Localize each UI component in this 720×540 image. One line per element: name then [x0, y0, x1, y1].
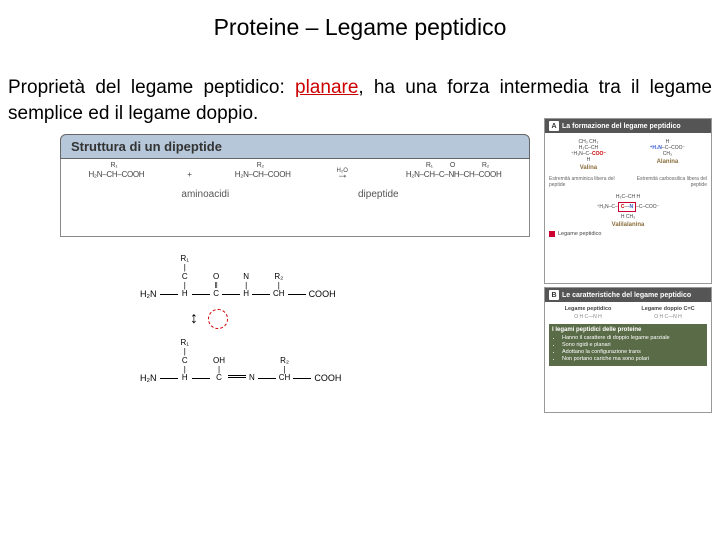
panel-a-body: CH₃ CH₃ H₃C–CH ⁺H₃N–C–COO⁻ H Valina H ⁺H… — [545, 133, 711, 283]
resonance-bottom: H₂N R₁|C|H OH|C N R₂|CH COOH — [140, 339, 530, 383]
red-square-icon — [549, 231, 555, 237]
badge-a: A — [549, 121, 559, 131]
resonance-structures: H₂N R₁|C|H O‖C N|H R₂|CH COOH ↕ H₂N R₁|C… — [60, 255, 530, 383]
panel-b-body: Legame peptidico O H C—N H Legame doppio… — [545, 302, 711, 412]
aa1: R₁ H₂N–CH–COOH — [88, 170, 144, 179]
subtitle-highlight: planare — [295, 77, 358, 98]
badge-b: B — [549, 290, 559, 300]
reaction-equation: R₁ H₂N–CH–COOH + R₂ H₂N–CH–COOH →H₂O R₁ … — [67, 167, 523, 181]
arrow-icon: →H₂O — [337, 167, 360, 181]
combined-peptide: H₃C–CH H ⁺H₃N–C–C—N–C–COO⁻ H CH₃ Valilal… — [549, 194, 707, 228]
resonance-top: H₂N R₁|C|H O‖C N|H R₂|CH COOH — [140, 255, 530, 299]
panel-b: B Le caratteristiche del legame peptidic… — [544, 287, 712, 413]
footer-item: Hanno il carattere di doppio legame parz… — [562, 335, 704, 341]
panel-b-col1: Legame peptidico O H C—N H — [550, 306, 626, 320]
footer-item: Adottano la configurazione trans — [562, 349, 704, 355]
page-title: Proteine – Legame peptidico — [0, 0, 720, 41]
reaction-labels: aminoacidi dipeptide — [67, 189, 523, 200]
panel-b-title: Le caratteristiche del legame peptidico — [562, 292, 691, 299]
coo-highlight: COO⁻ — [592, 151, 606, 157]
resonance-arrow: ↕ — [190, 309, 530, 329]
alanine-block: H ⁺H₃N–C–COO⁻ CH₃ Alanina — [650, 139, 685, 166]
panel-a-header: A La formazione del legame peptidico — [545, 119, 711, 133]
valine-block: CH₃ CH₃ H₃C–CH ⁺H₃N–C–COO⁻ H Valina — [571, 139, 606, 172]
panel-b-footer: I legami peptidici delle proteine Hanno … — [549, 324, 707, 366]
panel-a: A La formazione del legame peptidico CH₃… — [544, 118, 712, 284]
plus-sign: + — [187, 170, 192, 179]
peptide-bond-box: C—N — [618, 202, 636, 212]
n-highlight: ⁺H₃N — [650, 145, 662, 151]
dotted-circle-icon — [208, 309, 228, 329]
panel-a-title: La formazione del legame peptidico — [562, 123, 681, 130]
panel-b-header: B Le caratteristiche del legame peptidic… — [545, 288, 711, 302]
label-aminoacidi: aminoacidi — [181, 189, 229, 200]
aa2: R₂ H₂N–CH–COOH — [235, 170, 291, 179]
product: R₁ O R₂ H₂N–CH–C–NH–CH–COOH — [406, 170, 502, 179]
panel-a-desc: Estremità amminica libera del peptide Es… — [549, 176, 707, 188]
footer-item: Non portano cariche ma sono polari — [562, 356, 704, 362]
dipeptide-header: Struttura di un dipeptide — [60, 134, 530, 159]
right-column: A La formazione del legame peptidico CH₃… — [544, 118, 712, 416]
footer-item: Sono rigidi e planari — [562, 342, 704, 348]
subtitle: Proprietà del legame peptidico: planare,… — [0, 41, 720, 126]
dipeptide-body: R₁ H₂N–CH–COOH + R₂ H₂N–CH–COOH →H₂O R₁ … — [60, 159, 530, 237]
subtitle-pre: Proprietà del legame peptidico: — [8, 77, 295, 98]
footer-list: Hanno il carattere di doppio legame parz… — [552, 335, 704, 362]
label-dipeptide: dipeptide — [358, 189, 399, 200]
left-column: Struttura di un dipeptide R₁ H₂N–CH–COOH… — [60, 134, 530, 387]
peptide-label: Legame peptidico — [549, 231, 707, 237]
updown-arrow-icon: ↕ — [190, 310, 198, 328]
panel-b-col2: Legame doppio C=C O H C—N H — [630, 306, 706, 320]
